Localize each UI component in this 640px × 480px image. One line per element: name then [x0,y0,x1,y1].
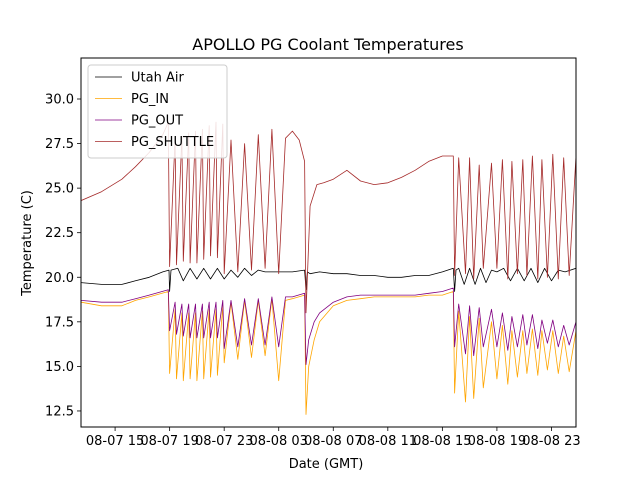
y-axis: 12.5 15.0 17.5 20.0 22.5 25.0 27.5 30.0 [45,93,81,419]
legend: Utah Air PG_IN PG_OUT PG_SHUTTLE [87,64,228,159]
x-tick-label: 08-08 15 [413,434,471,449]
legend-label: PG_IN [131,92,169,107]
y-tick-label: 22.5 [45,226,74,241]
y-tick-label: 20.0 [45,271,74,286]
y-tick-label: 15.0 [45,360,74,375]
y-axis-label: Temperature (C) [20,190,35,297]
x-tick-label: 08-07 23 [195,434,253,449]
y-tick-label: 17.5 [45,315,74,330]
x-tick-label: 08-07 19 [140,434,198,449]
series-layer [81,121,576,415]
x-axis-label: Date (GMT) [289,457,364,472]
legend-label: PG_OUT [131,114,183,129]
legend-label: Utah Air [131,71,184,86]
x-tick-label: 08-08 23 [522,434,580,449]
x-tick-label: 08-08 03 [250,434,308,449]
y-tick-label: 27.5 [45,137,74,152]
x-tick-label: 08-08 07 [304,434,362,449]
y-tick-label: 12.5 [45,404,74,419]
plot-frame [80,57,577,428]
y-tick-label: 30.0 [45,93,74,108]
legend-label: PG_SHUTTLE [131,135,214,150]
legend-box [87,64,228,159]
series-line-pg-out [81,287,576,365]
x-tick-label: 08-08 11 [359,434,417,449]
series-line-pg-shuttle [81,121,576,314]
y-tick-label: 25.0 [45,182,74,197]
chart-title: APOLLO PG Coolant Temperatures [192,35,463,54]
series-line-pg-in [81,291,576,415]
x-tick-label: 08-07 15 [86,434,144,449]
series-line-utah-air [81,267,576,292]
x-tick-label: 08-08 19 [468,434,526,449]
